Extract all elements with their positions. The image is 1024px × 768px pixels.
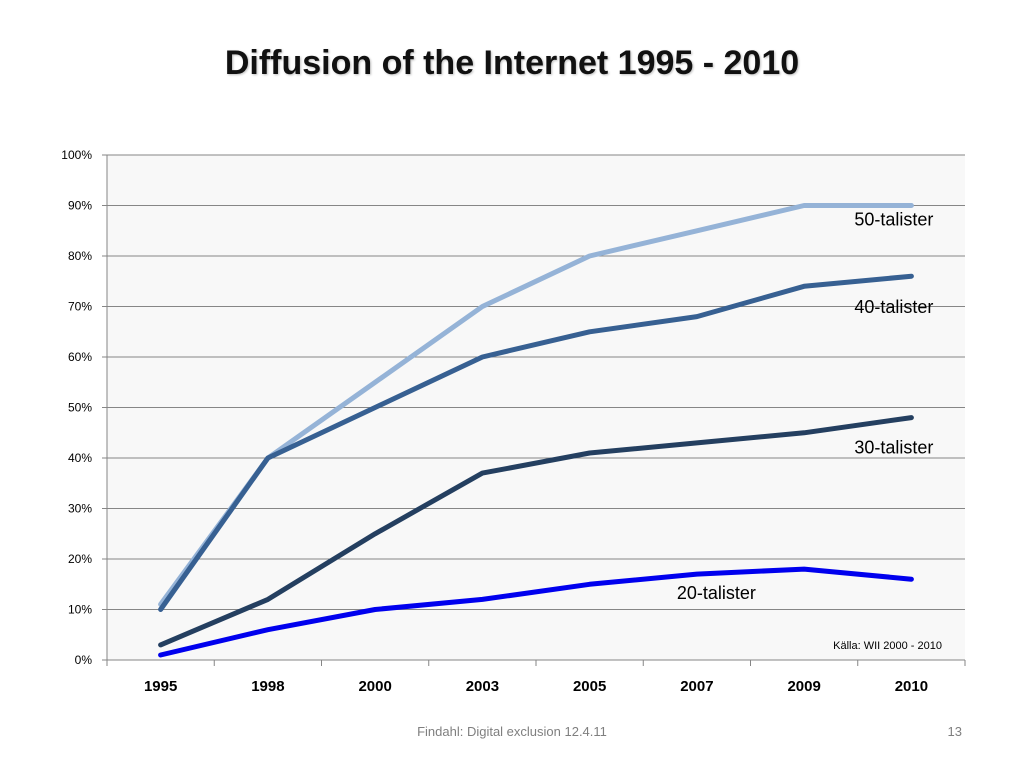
series-label-30-talister: 30-talister (854, 438, 933, 458)
footer-text: Findahl: Digital exclusion 12.4.11 (417, 724, 607, 739)
series-line-20-talister (158, 566, 914, 658)
series-line-50-talister (158, 203, 914, 607)
x-tick-label: 2009 (787, 678, 820, 695)
y-tick-label: 20% (68, 552, 92, 566)
slide-title: Diffusion of the Internet 1995 - 2010 (224, 44, 800, 82)
series-label-50-talister: 50-talister (854, 210, 933, 230)
x-tick-label: 2007 (680, 678, 713, 695)
y-tick-label: 70% (68, 300, 92, 314)
y-tick-label: 90% (68, 199, 92, 213)
y-tick-label: 100% (61, 148, 92, 162)
y-tick-label: 10% (68, 603, 92, 617)
y-tick-label: 60% (68, 350, 92, 364)
page-number: 13 (947, 724, 962, 739)
y-tick-label: 40% (68, 451, 92, 465)
source-note: Källa: WII 2000 - 2010 (833, 640, 942, 652)
y-tick-label: 30% (68, 502, 92, 516)
x-tick-label: 1998 (251, 678, 284, 695)
y-tick-label: 0% (75, 653, 93, 667)
x-tick-label: 2000 (358, 678, 391, 695)
x-tick-label: 2010 (895, 678, 928, 695)
y-tick-label: 80% (68, 249, 92, 263)
y-tick-label: 50% (68, 401, 92, 415)
series-label-40-talister: 40-talister (854, 297, 933, 317)
line-chart: 0% 10% 20% 30% 40% 50% 60% 70% 80% 90% 100% 1995 19… (61, 148, 966, 695)
x-tick-label: 2005 (573, 678, 606, 695)
series-label-20-talister: 20-talister (677, 583, 756, 603)
x-tick-label: 1995 (144, 678, 177, 695)
series-line-30-talister (158, 415, 914, 648)
x-tick-label: 2003 (466, 678, 499, 695)
series-line-40-talister (158, 273, 914, 612)
